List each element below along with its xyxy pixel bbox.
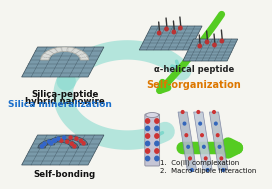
Circle shape — [220, 39, 224, 43]
Polygon shape — [194, 112, 212, 170]
Circle shape — [203, 145, 205, 148]
Circle shape — [52, 139, 55, 142]
Circle shape — [146, 126, 150, 131]
Circle shape — [215, 122, 217, 125]
Circle shape — [205, 157, 207, 160]
Circle shape — [69, 136, 72, 139]
Circle shape — [48, 140, 51, 143]
Circle shape — [222, 169, 224, 171]
Text: Silica mineralization: Silica mineralization — [8, 100, 112, 109]
Polygon shape — [41, 47, 89, 60]
Circle shape — [199, 122, 202, 125]
Circle shape — [213, 43, 216, 47]
Circle shape — [60, 139, 63, 142]
Polygon shape — [178, 112, 196, 170]
Text: Silica-peptide: Silica-peptide — [31, 90, 98, 99]
Circle shape — [205, 40, 209, 44]
Circle shape — [218, 145, 221, 148]
Circle shape — [50, 142, 53, 145]
Circle shape — [155, 141, 159, 146]
Circle shape — [217, 134, 219, 137]
Circle shape — [220, 157, 223, 160]
Circle shape — [146, 119, 150, 123]
Circle shape — [57, 137, 60, 140]
Circle shape — [155, 126, 159, 131]
Circle shape — [146, 134, 150, 138]
Polygon shape — [22, 135, 104, 165]
Circle shape — [185, 134, 188, 137]
Circle shape — [183, 122, 186, 125]
Circle shape — [179, 26, 182, 30]
Polygon shape — [47, 136, 88, 145]
Circle shape — [155, 156, 159, 161]
Circle shape — [157, 31, 161, 35]
Text: 2.  Macro-dipole interaction: 2. Macro-dipole interaction — [160, 168, 256, 174]
Circle shape — [191, 169, 193, 171]
Circle shape — [155, 119, 159, 123]
Circle shape — [187, 145, 190, 148]
Circle shape — [146, 149, 150, 153]
Circle shape — [75, 137, 78, 140]
Circle shape — [54, 139, 57, 142]
Circle shape — [189, 157, 191, 160]
Text: hybrid nanowire: hybrid nanowire — [25, 97, 104, 106]
Circle shape — [146, 156, 150, 161]
Circle shape — [155, 149, 159, 153]
Polygon shape — [209, 112, 228, 170]
Circle shape — [197, 111, 200, 113]
Polygon shape — [22, 47, 104, 77]
Polygon shape — [183, 39, 238, 61]
Circle shape — [43, 142, 46, 145]
Polygon shape — [38, 139, 78, 148]
Circle shape — [41, 145, 44, 148]
Text: 1.  Co(II) complexation: 1. Co(II) complexation — [160, 160, 239, 167]
Circle shape — [146, 141, 150, 146]
Circle shape — [172, 30, 175, 34]
Circle shape — [206, 169, 209, 171]
Polygon shape — [139, 26, 202, 50]
Circle shape — [155, 134, 159, 138]
Circle shape — [66, 140, 69, 143]
Circle shape — [165, 27, 168, 31]
Circle shape — [70, 142, 73, 145]
Circle shape — [213, 111, 215, 113]
Text: Self-bonding: Self-bonding — [33, 170, 96, 179]
Ellipse shape — [146, 112, 159, 118]
Text: Self-organization: Self-organization — [146, 80, 241, 90]
Text: α-helical peptide: α-helical peptide — [154, 65, 234, 74]
Circle shape — [201, 134, 203, 137]
Circle shape — [73, 145, 76, 148]
FancyBboxPatch shape — [145, 114, 160, 166]
Circle shape — [198, 44, 201, 48]
Circle shape — [181, 111, 184, 113]
Circle shape — [80, 139, 82, 142]
Circle shape — [82, 142, 85, 145]
Circle shape — [63, 136, 66, 139]
